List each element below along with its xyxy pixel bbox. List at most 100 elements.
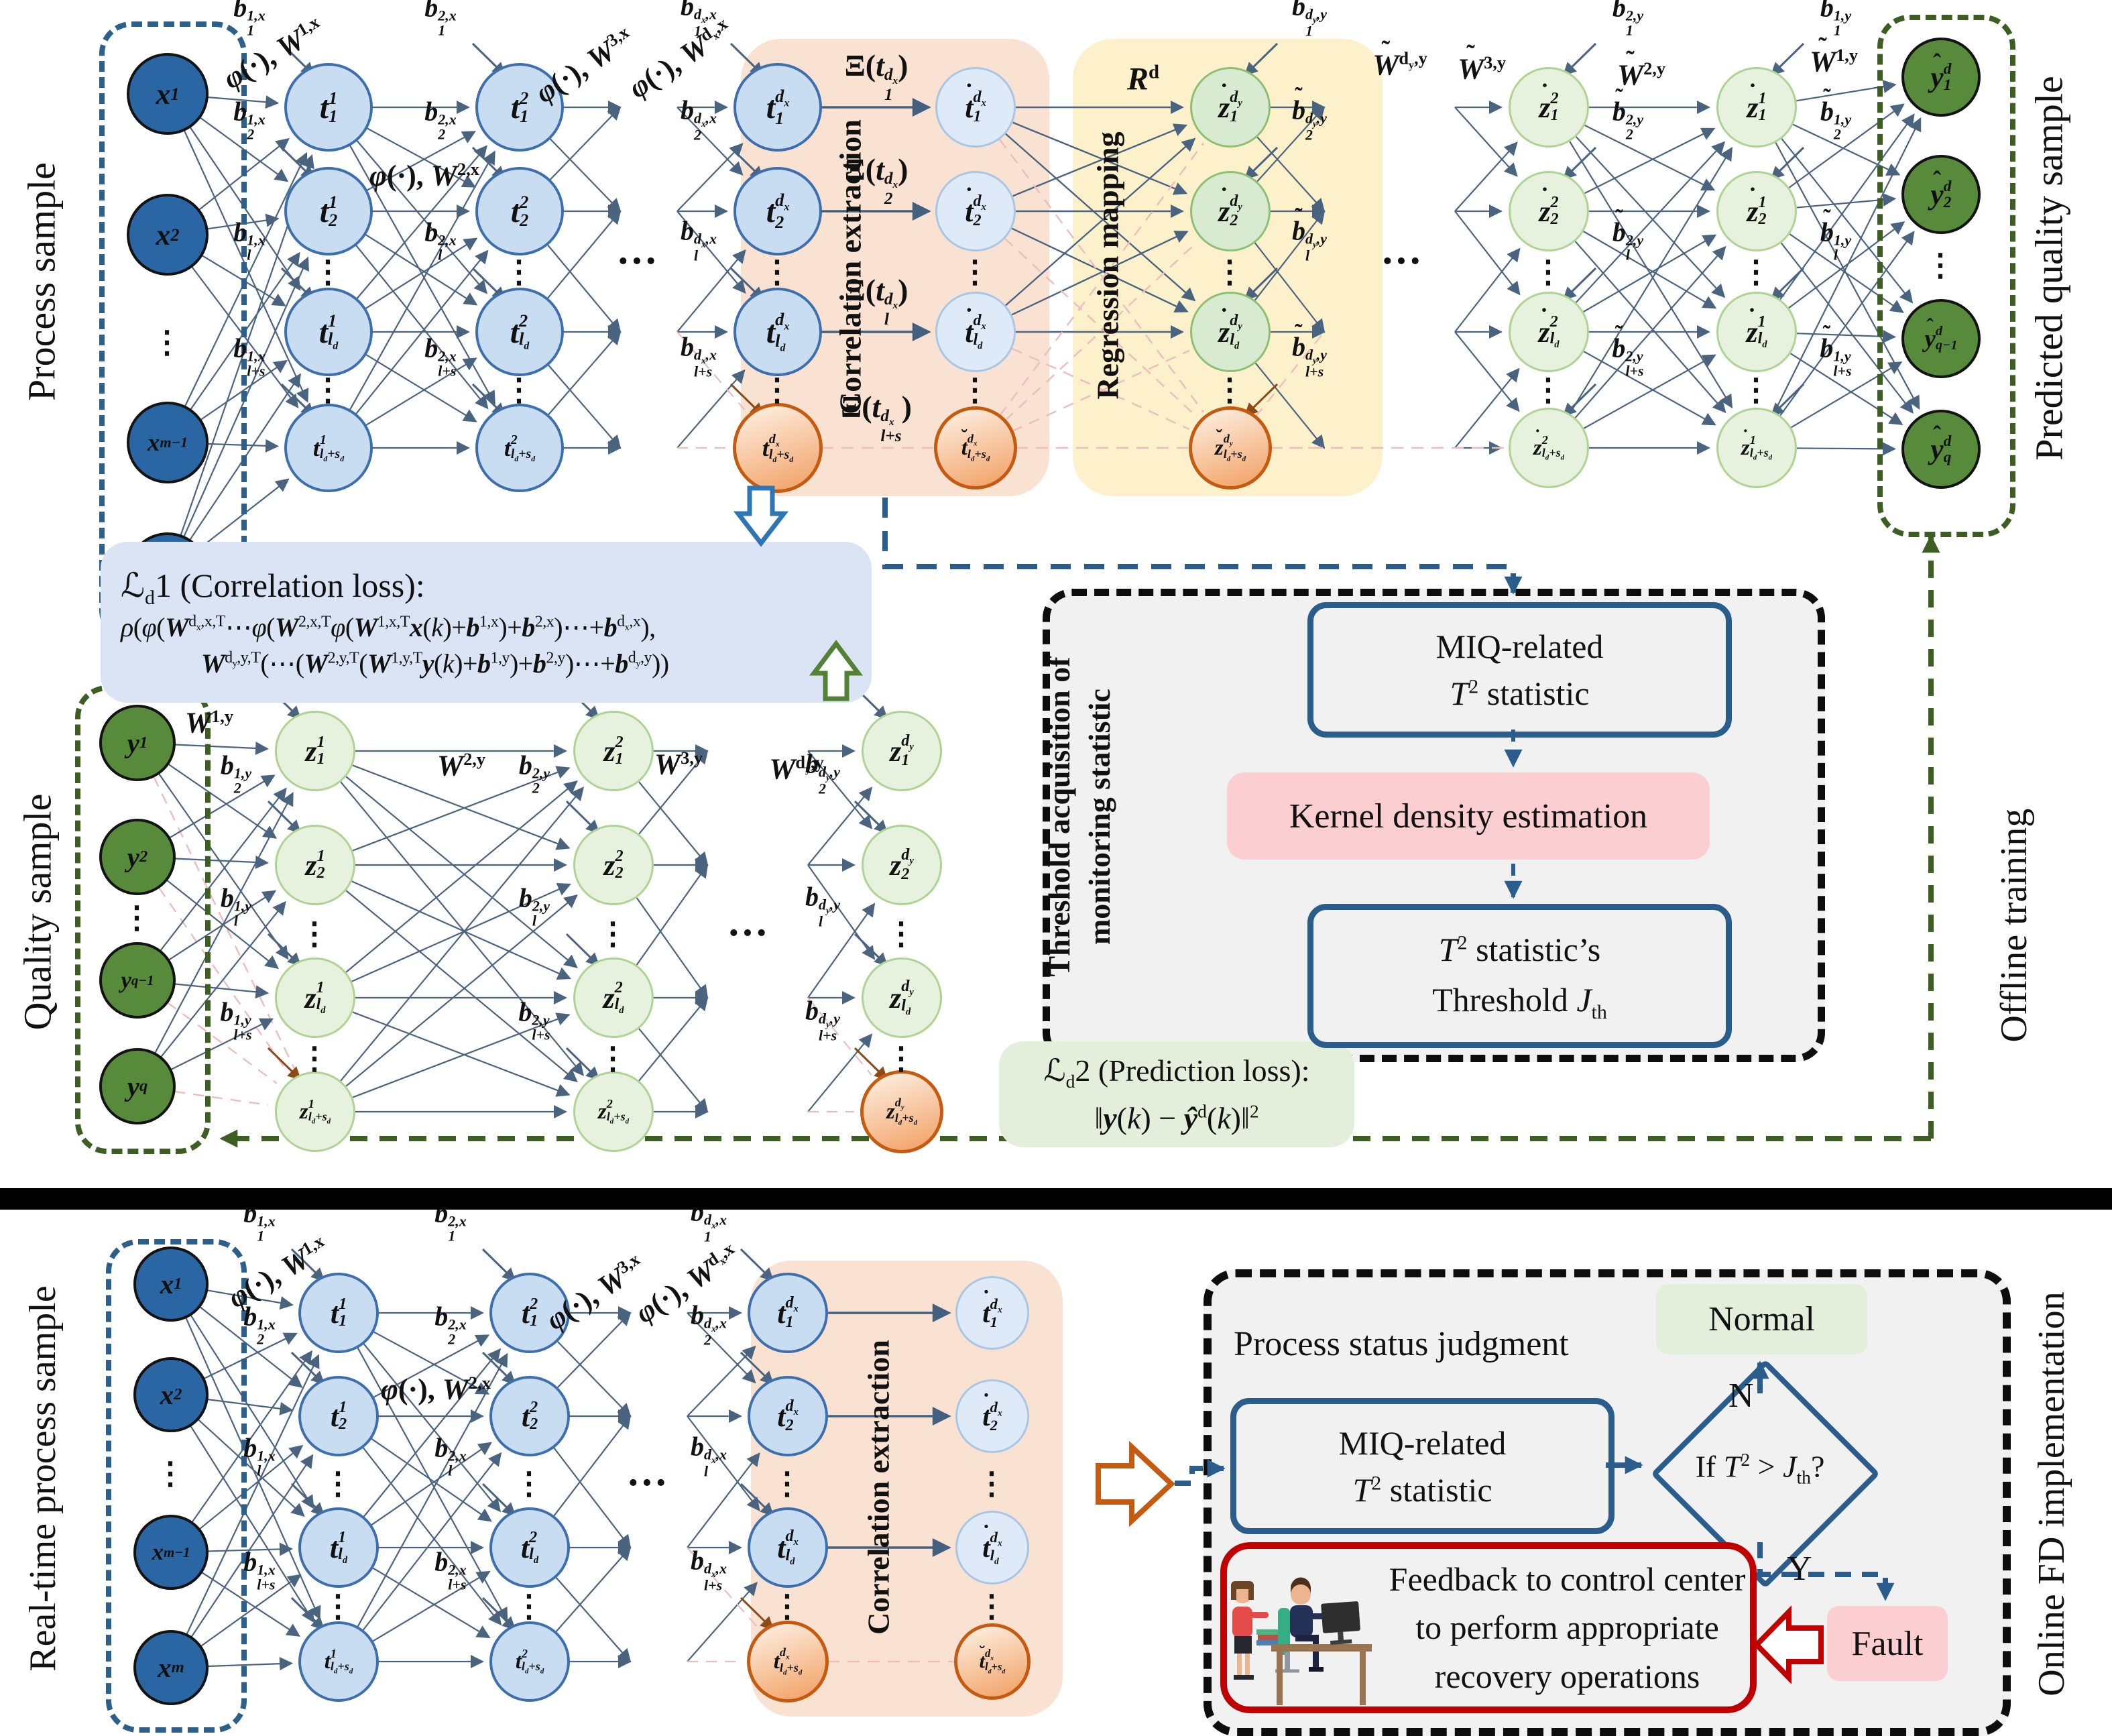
weight-label-20: φ(·), Wdx,x [629, 1238, 738, 1330]
edge [807, 787, 873, 866]
bias-label-t2-4: b 2,x l+s [424, 333, 457, 380]
edge [565, 933, 600, 967]
column-dots-y: ⋮ [121, 901, 154, 935]
node-offline-encoder-z1t-4: ˙ z 1 ld+sd [1716, 408, 1797, 488]
feedback-control-center-box: Feedback to control center to perform ap… [1220, 1542, 1757, 1713]
bias-label-zdy-3: b dy,y l [805, 881, 841, 930]
edge [565, 800, 600, 834]
bias-label-t2-4: b 2,x l+s [434, 1546, 467, 1593]
column-dots-x: ⋮ [155, 1456, 187, 1491]
bias-label-z2-2: b 2,y 2 [518, 750, 550, 797]
edge [365, 233, 478, 306]
column-dots-zdy-0: ⋮ [1214, 255, 1246, 289]
column-dots-z2t-1: ⋮ [1533, 373, 1565, 407]
bias-label-tdx-1: b dx,x 1 [680, 0, 717, 40]
column-dots-z1-1: ⋮ [299, 1041, 331, 1076]
bias-label-t2-3: b 2,x l [434, 1432, 467, 1479]
correlation-loss-formula-line2: Wdy,y,T(⋯(W2,y,T(W1,y,Ty(k)+b1,y)+b2,y)⋯… [201, 648, 669, 679]
edge [355, 244, 489, 410]
node-offline-encoder-tdot-4: ˘ t dx ld+sd [934, 406, 1017, 489]
bias-label-zdy-3: ˜ b dy,y l [1291, 205, 1328, 264]
edge [1569, 141, 1733, 409]
edge [290, 1351, 325, 1385]
node-offline-encoder-t1-4: t 1 ld+sd [284, 404, 373, 492]
column-dots-z1t-0: ⋮ [1741, 255, 1773, 289]
bias-label-tdx-4: b dx,x l+s [680, 331, 717, 380]
weight-label-15: W3,y [654, 747, 703, 781]
bias-label-zdy-4: ˜ b dy,y l+s [1291, 321, 1328, 380]
bias-label-z2t-1: ˜b2,y1 [1612, 0, 1644, 39]
node-offline-encoder-t1-3: t 1 ld [284, 288, 373, 376]
layer-ellipsis-0: ··· [626, 1460, 668, 1506]
edge [1454, 141, 1518, 212]
bias-label-z1t-2: ˜ b 1,y 2 [1820, 84, 1852, 143]
threshold-acquisition-label: Threshold acquisition of monitoring stati… [1042, 656, 1116, 977]
bias-label-t1-3: b 1,x l [233, 217, 266, 264]
t2-threshold-box: T2 statistic’s Threshold Jth [1307, 904, 1732, 1048]
bias-label-z1-4: b 1,y l+s [220, 996, 252, 1043]
node-offline-encoder-tdx-4: t dx ld+sd [733, 403, 823, 493]
node-offline-encoder-z1t-3: ˙ z 1 ld [1716, 292, 1797, 372]
edge [481, 1483, 516, 1517]
node-offline-encoder-zdy-3: ˙ z dy ld [1190, 292, 1271, 372]
column-dots-t2-1: ⋮ [514, 1589, 546, 1623]
node-offline-encoder-tdot-1: ˙ t dx 1 [935, 67, 1016, 148]
corr-to-threshold-connector [882, 498, 1523, 595]
feedback-line2: to perform appropriate [1415, 1609, 1719, 1647]
node-online-encoder-t1-4: t 1 ld+sd [298, 1621, 379, 1702]
weight-label-5: Ξ(t dx 2) [844, 152, 908, 209]
edge [1770, 383, 1805, 417]
edge [565, 1047, 600, 1081]
offline-online-divider [0, 1188, 2112, 1210]
weight-label-9: ˜ Wdy,y [1372, 36, 1427, 82]
node-offline-encoder-tdot-3: ˙ t dx ld [935, 292, 1016, 372]
node-offline-quality-z2-3: z 2 ld [573, 958, 654, 1038]
online-fd-implementation-label: Online FD implementation [2031, 1291, 2072, 1696]
node-offline-encoder-z2t-1: ˙ z 2 1 [1509, 67, 1589, 148]
column-dots-tdx-1: ⋮ [762, 373, 794, 407]
node-offline-encoder-tdx-2: t dx 2 [734, 167, 822, 255]
edge [687, 1345, 756, 1417]
miq-line2: T2 statistic [1450, 675, 1590, 712]
kernel-density-estimation-box: Kernel density estimation [1227, 772, 1710, 860]
node-offline-encoder-t2-4: t 2 ld+sd [475, 404, 564, 492]
node-offline-encoder-z2t-2: ˙ z 2 2 [1509, 171, 1589, 251]
node-online-encoder-tdot-3: ˙ t dx ld [955, 1511, 1029, 1584]
edge [1574, 245, 1726, 418]
bias-label-zdy-2: ˜ b dy,y 2 [1291, 84, 1328, 143]
weight-label-13: W1,y [184, 705, 234, 740]
column-dots-t1-0: ⋮ [312, 255, 345, 289]
edge [267, 933, 302, 967]
bias-label-z2t-4: ˜ b 2,y l+s [1612, 321, 1644, 380]
bias-label-z1-3: b 1,y l [220, 882, 252, 929]
edge [290, 1597, 325, 1631]
prediction-loss-box: ℒd2 (Prediction loss): ‖y(k) − ŷd(k)‖2 [999, 1041, 1354, 1147]
miq-online-line2: T2 statistic [1352, 1470, 1492, 1509]
miq-line1: MIQ-related [1435, 628, 1604, 665]
bias-label-tdx-2: b dx,x 2 [680, 95, 717, 143]
node-online-encoder-tdx-4: t dx ld+sd [747, 1621, 829, 1702]
offline-training-label: Offline training [1993, 808, 2035, 1043]
node-offline-quality-zdy-1: z dy 1 [862, 711, 942, 791]
column-dots-zdy-1: ⋮ [886, 1041, 918, 1076]
weight-label-1: φ(·), W2,x [369, 158, 479, 192]
column-dots-tdot-1: ⋮ [959, 373, 992, 407]
edge [1583, 234, 1717, 312]
node-online-encoder-t2-3: t 2 ld [489, 1507, 570, 1588]
edge [345, 776, 578, 969]
node-offline-encoder-yh-3: ˆ y d q−1 [1901, 299, 1981, 378]
edge [267, 1047, 302, 1081]
bias-label-z1t-3: ˜ b 1,y l [1820, 205, 1852, 264]
decision-yes-label: Y [1787, 1550, 1812, 1588]
weight-label-18: φ(·), W2,x [381, 1372, 491, 1406]
edge [1562, 267, 1597, 301]
